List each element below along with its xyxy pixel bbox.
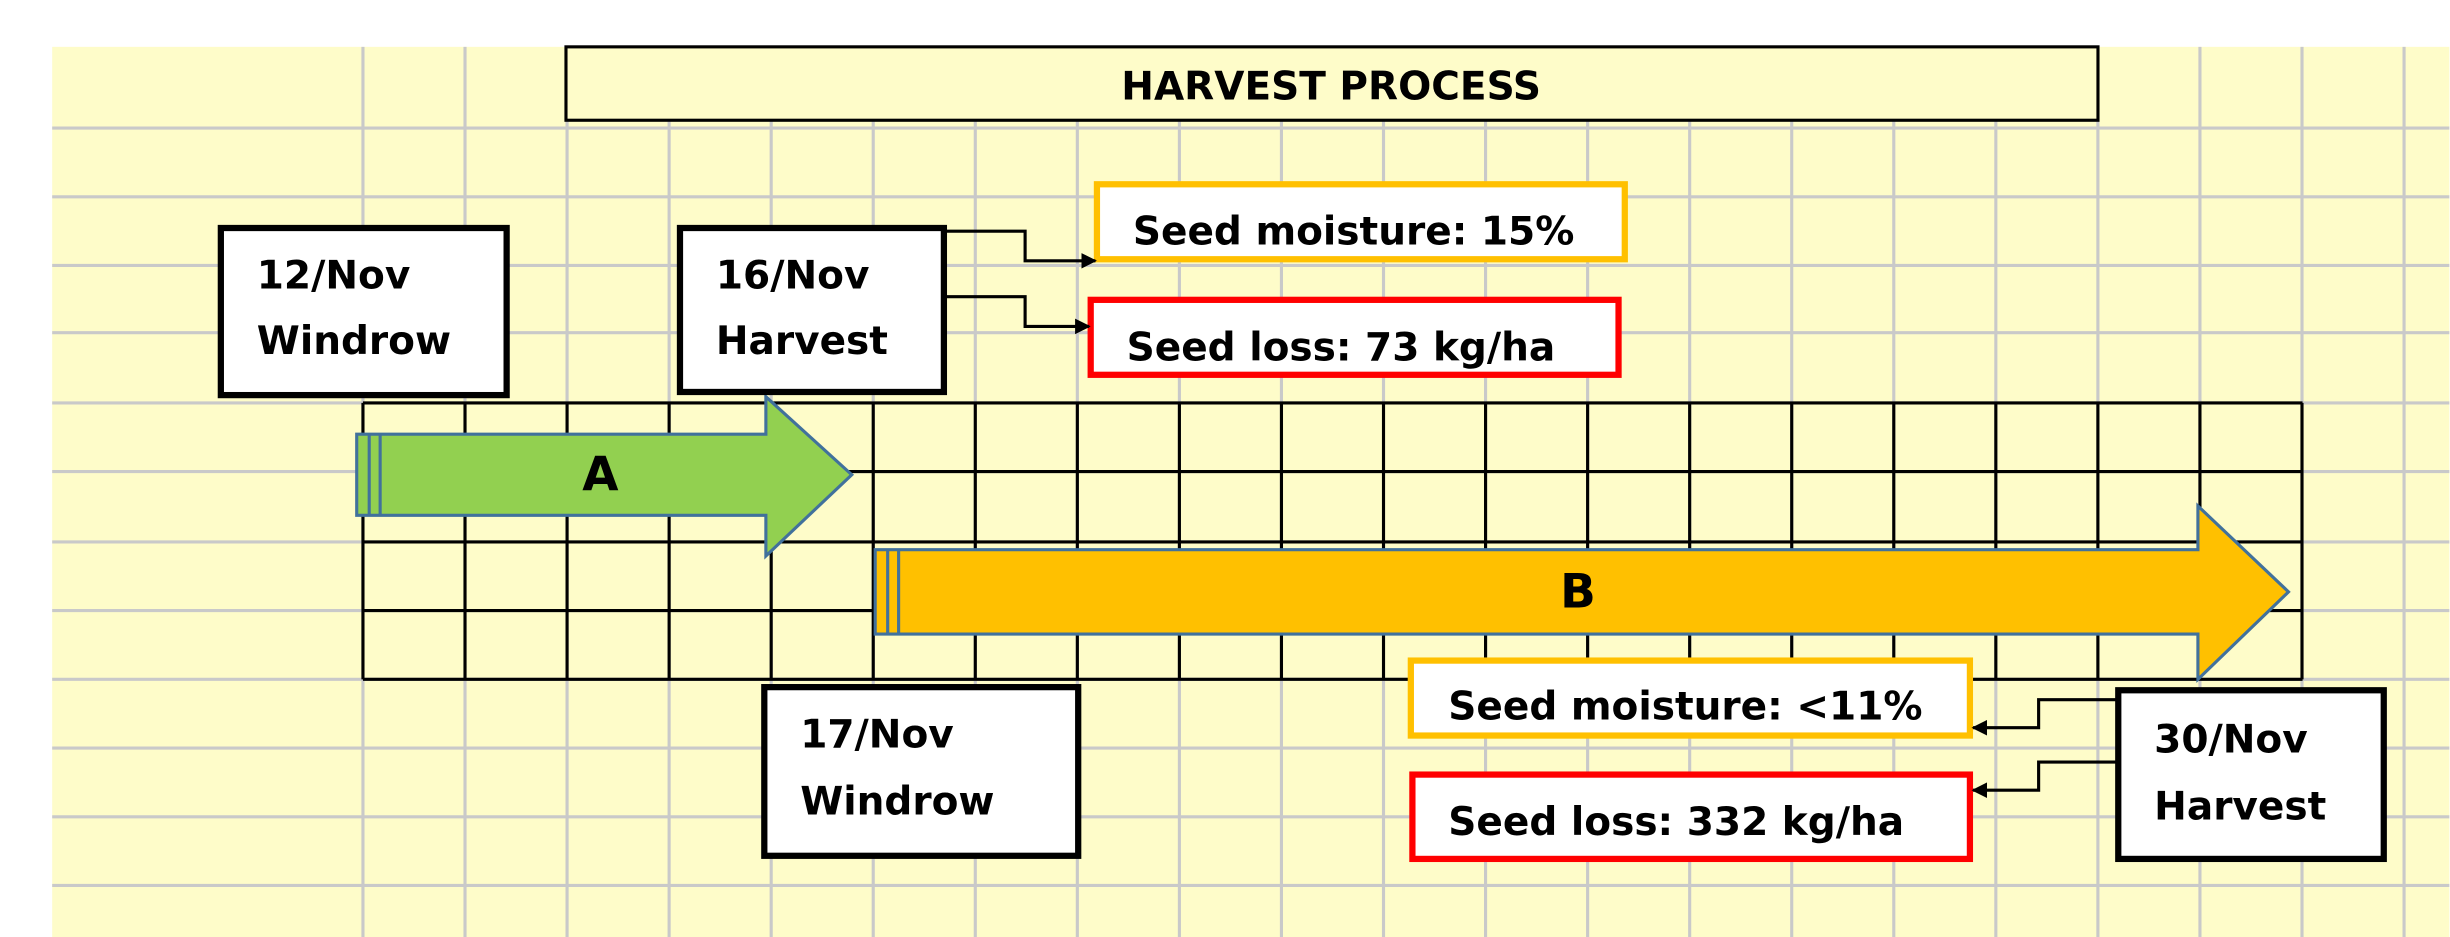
note: Seed loss: 73 kg/ha xyxy=(1127,325,1556,370)
note: Seed moisture: 15% xyxy=(1133,210,1574,255)
connector xyxy=(943,295,1091,335)
phase-arrow xyxy=(355,393,855,560)
event-box xyxy=(676,224,948,396)
title: HARVEST PROCESS xyxy=(1121,65,1541,110)
note-box xyxy=(1093,181,1628,263)
event-label: Harvest xyxy=(2154,784,2326,829)
connector xyxy=(1971,698,2119,736)
connector xyxy=(943,229,1097,269)
event-label: Harvest xyxy=(716,319,888,364)
phase-arrow xyxy=(873,502,2291,684)
event-date: 30/Nov xyxy=(2154,717,2308,762)
note-box xyxy=(1407,657,1974,739)
event-date: 16/Nov xyxy=(716,253,870,298)
event-date: 12/Nov xyxy=(257,253,411,298)
event-box xyxy=(217,224,510,399)
event-label: Windrow xyxy=(800,780,994,825)
connector xyxy=(1971,760,2119,799)
note: Seed moisture: <11% xyxy=(1448,684,1922,729)
phase-label: A xyxy=(582,448,619,502)
note-box xyxy=(1087,296,1622,378)
title-box xyxy=(564,45,2100,122)
event-date: 17/Nov xyxy=(800,713,954,758)
note-box xyxy=(1409,771,1974,863)
event-box xyxy=(761,684,1082,859)
note: Seed loss: 332 kg/ha xyxy=(1448,800,1904,845)
event-box xyxy=(2115,687,2387,863)
phase-label: B xyxy=(1560,565,1596,619)
event-label: Windrow xyxy=(257,319,451,364)
